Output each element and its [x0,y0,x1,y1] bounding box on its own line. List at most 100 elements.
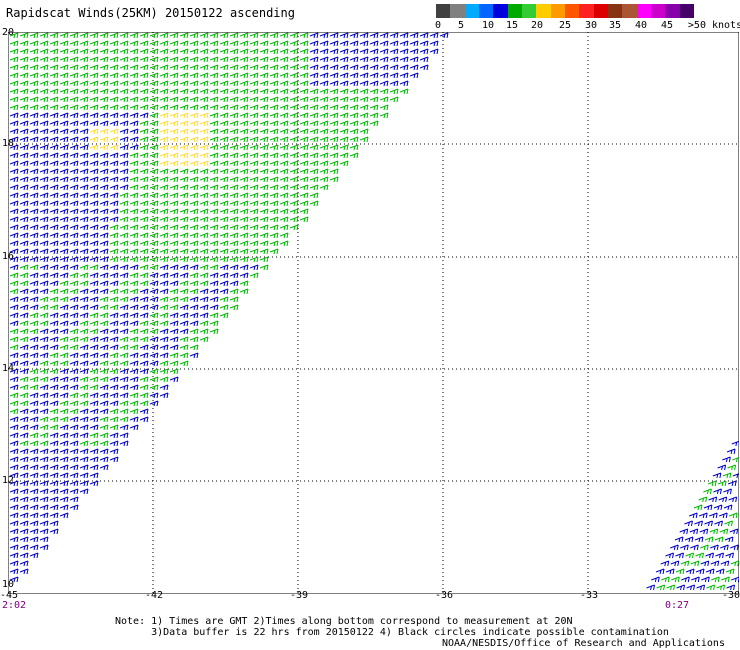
legend-swatch-2 [464,4,479,18]
wind-barb [349,112,359,119]
wind-barb [159,48,169,55]
wind-barb [49,152,59,159]
wind-barb [299,32,309,39]
wind-barb [129,56,139,63]
wind-barb [159,376,169,383]
wind-barb [39,64,49,71]
wind-barb [359,72,369,79]
wind-barb [69,392,79,399]
wind-barb [109,40,119,47]
wind-barb [169,168,179,175]
wind-barb [149,352,159,359]
wind-barb [59,72,69,79]
wind-barb [29,400,39,407]
wind-barb [59,168,69,175]
wind-barb [289,152,299,159]
wind-barb [19,168,29,175]
legend-label-2: 10 [481,20,495,31]
wind-barb [79,320,89,327]
wind-barb [189,72,199,79]
wind-barb [319,144,329,151]
wind-barb [79,368,89,375]
wind-barb [189,48,199,55]
wind-barb [29,160,39,167]
wind-barb [29,192,39,199]
wind-barb [249,136,259,143]
wind-barb [259,192,269,199]
wind-barb [249,56,259,63]
wind-barb [719,528,729,535]
wind-barb [89,136,99,143]
wind-barb [189,152,199,159]
wind-barb [9,128,19,135]
wind-barb [289,176,299,183]
wind-barb [59,80,69,87]
wind-barb [9,416,19,423]
wind-barb [691,576,700,583]
wind-barb [259,152,269,159]
wind-barb [199,240,209,247]
wind-barb [189,64,199,71]
wind-barb [39,272,49,279]
wind-barb [9,432,19,439]
wind-barb [119,376,129,383]
wind-barb [109,200,119,207]
wind-barb [129,416,139,423]
wind-barb [79,288,89,295]
wind-barb [359,48,369,55]
wind-barb [89,128,99,135]
wind-barb [59,200,69,207]
wind-barb [49,256,59,263]
wind-barb [29,288,39,295]
wind-barb [99,280,109,287]
wind-barb [89,200,99,207]
wind-barb [59,64,69,71]
wind-barb [239,208,249,215]
wind-barb [189,248,199,255]
wind-barb [249,128,259,135]
wind-barb [159,32,169,39]
wind-barb [259,264,269,271]
wind-barb [169,256,179,263]
wind-barb [159,144,169,151]
wind-barb [209,48,219,55]
wind-barb [99,144,109,151]
wind-barb [229,200,239,207]
wind-barb [89,184,99,191]
wind-barb [369,56,379,63]
wind-barb [269,40,279,47]
wind-barb [169,328,179,335]
wind-barb [209,248,219,255]
wind-barb [49,336,59,343]
wind-barb [149,56,159,63]
wind-barb [89,320,99,327]
wind-barb [359,136,369,143]
wind-barb [726,448,736,455]
wind-barb [29,504,39,511]
wind-barb [99,256,109,263]
wind-map-plot[interactable] [8,32,739,594]
wind-barb [79,88,89,95]
wind-barb [698,496,708,503]
wind-barb [69,464,79,471]
wind-barb [59,128,69,135]
wind-barb [29,488,39,495]
wind-barb [69,320,79,327]
wind-barb [19,312,29,319]
wind-barb [339,152,349,159]
wind-barb [129,320,139,327]
wind-barb [369,80,379,87]
wind-barb [39,336,49,343]
wind-barb [9,160,19,167]
wind-barb [299,192,309,199]
wind-barb [109,72,119,79]
wind-barb [109,376,119,383]
wind-barb [239,160,249,167]
wind-barb [359,88,369,95]
wind-barb [693,504,703,511]
wind-barb [209,208,219,215]
wind-barb [279,32,289,39]
wind-barb [179,96,189,103]
wind-barb [99,264,109,271]
wind-barb [69,56,79,63]
